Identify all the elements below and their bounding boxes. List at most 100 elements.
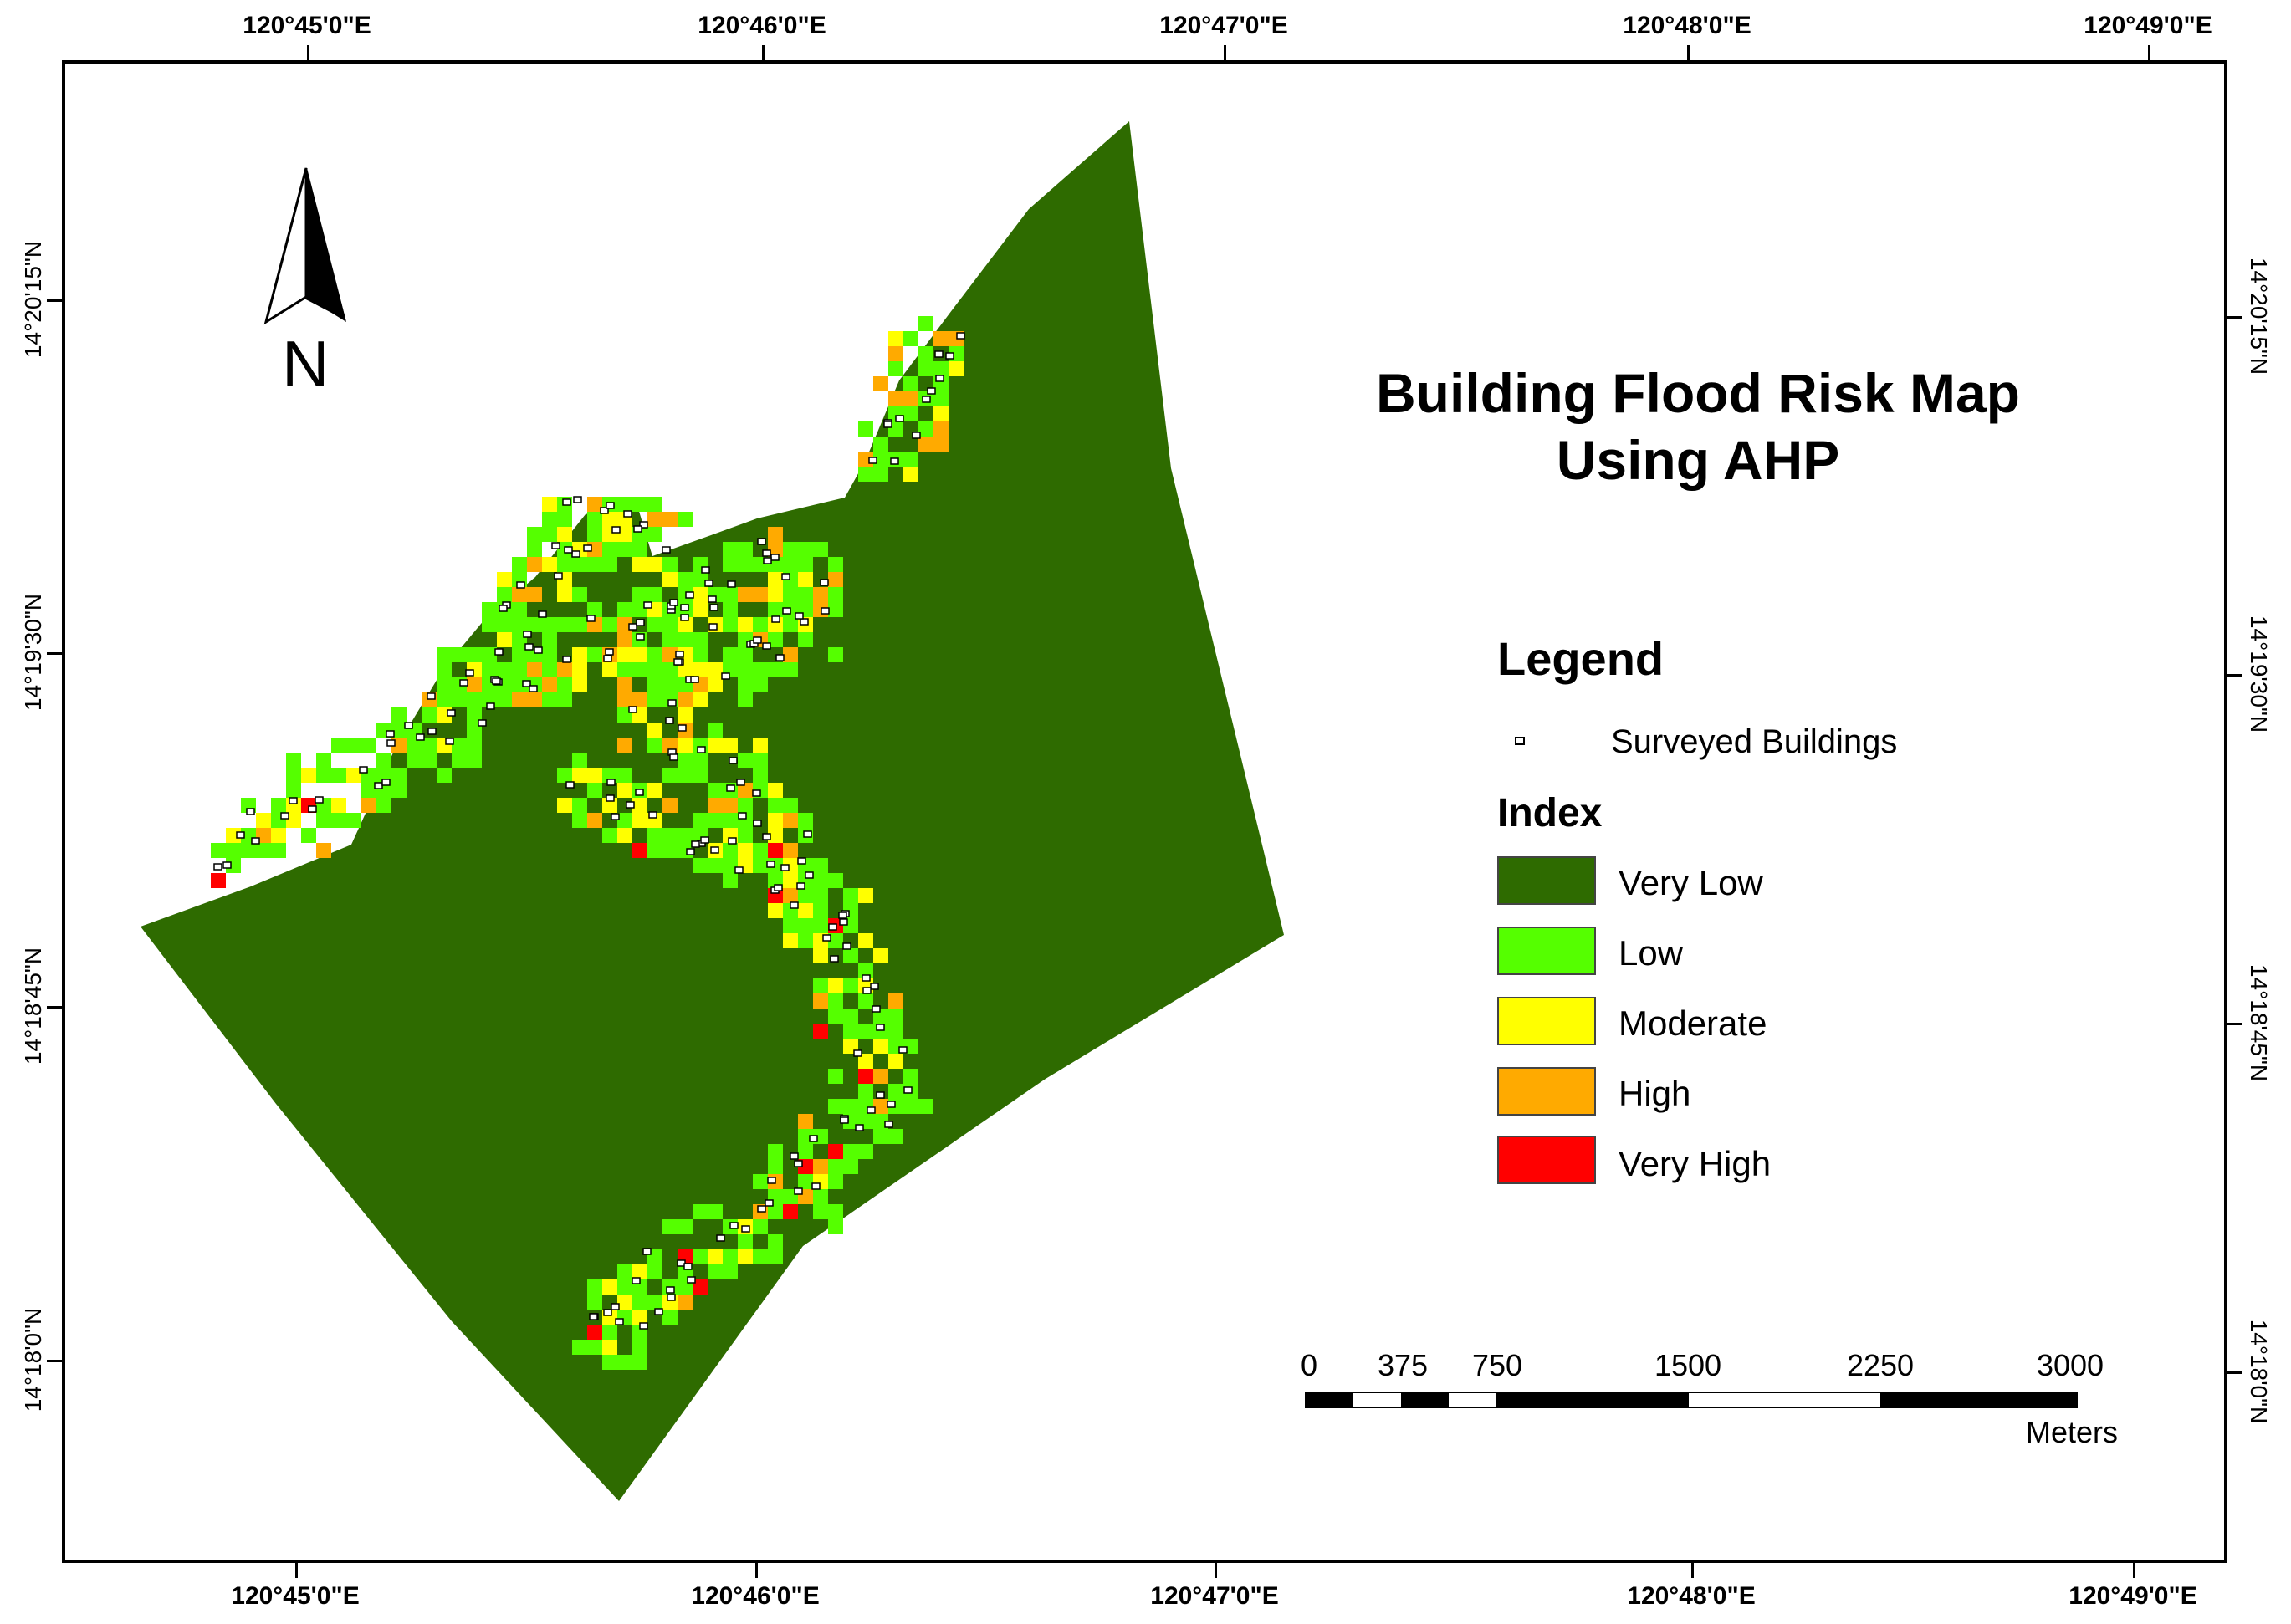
surveyed-building-marker <box>494 648 504 656</box>
risk-cell <box>783 813 798 828</box>
surveyed-building-marker <box>447 709 456 717</box>
risk-cell <box>391 783 407 798</box>
risk-cell <box>602 1325 617 1340</box>
risk-cell <box>828 1009 843 1024</box>
surveyed-building-marker <box>729 757 738 764</box>
risk-cell <box>753 738 768 753</box>
risk-cell <box>557 677 572 692</box>
risk-cell <box>662 557 678 572</box>
risk-cell <box>467 677 482 692</box>
risk-cell <box>632 1310 647 1325</box>
risk-cell <box>542 692 557 707</box>
legend-heading: Legend <box>1497 632 1665 685</box>
risk-cell <box>602 1355 617 1370</box>
risk-cell <box>662 768 678 783</box>
surveyed-building-marker <box>632 1277 641 1284</box>
risk-cell <box>286 768 301 783</box>
surveyed-building-marker <box>554 572 563 580</box>
surveyed-building-marker <box>853 1049 862 1057</box>
risk-cell <box>211 843 226 858</box>
risk-cell <box>617 692 632 707</box>
risk-cell <box>828 587 843 602</box>
risk-cell <box>527 527 542 542</box>
risk-cell <box>647 617 662 632</box>
risk-cell <box>783 873 798 888</box>
legend-buildings-row: Surveyed Buildings <box>1497 723 1897 761</box>
risk-cell <box>587 602 602 617</box>
risk-cell <box>662 512 678 527</box>
risk-cell <box>738 798 753 813</box>
risk-cell <box>693 572 708 587</box>
risk-cell <box>617 828 632 843</box>
longitude-label-bottom: 120°49'0"E <box>2069 1582 2197 1610</box>
risk-cell <box>828 873 843 888</box>
surveyed-building-marker <box>586 615 596 622</box>
risk-cell <box>647 692 662 707</box>
risk-cell <box>813 1189 828 1204</box>
risk-cell <box>768 1249 783 1264</box>
surveyed-building-marker <box>887 1101 896 1108</box>
risk-cell <box>738 692 753 707</box>
risk-cell <box>557 512 572 527</box>
surveyed-building-marker <box>771 615 780 623</box>
risk-cell <box>753 858 768 873</box>
risk-cell <box>753 1174 768 1189</box>
risk-cell <box>226 843 241 858</box>
risk-cell <box>632 692 647 707</box>
risk-cell <box>768 783 783 798</box>
risk-cell <box>482 662 497 677</box>
surveyed-building-marker <box>589 1313 598 1320</box>
risk-cell <box>813 587 828 602</box>
risk-cell <box>693 1249 708 1264</box>
graticule-tick <box>2227 1371 2242 1374</box>
surveyed-building-marker <box>762 642 771 650</box>
risk-cell <box>723 542 738 557</box>
risk-cell <box>437 692 452 707</box>
risk-cell <box>813 873 828 888</box>
risk-cell <box>512 557 527 572</box>
surveyed-building-marker <box>721 672 730 680</box>
risk-cell <box>783 918 798 933</box>
risk-cell <box>632 557 647 572</box>
risk-cell <box>632 1295 647 1310</box>
risk-cell <box>467 753 482 768</box>
surveyed-building-marker <box>710 846 719 854</box>
surveyed-building-marker <box>686 848 695 855</box>
risk-cell <box>617 527 632 542</box>
surveyed-building-marker <box>562 656 571 663</box>
risk-cell <box>858 1069 873 1084</box>
risk-cell <box>723 1249 738 1264</box>
risk-cell <box>678 632 693 647</box>
surveyed-building-marker <box>912 432 921 439</box>
risk-cell <box>873 948 888 963</box>
surveyed-building-marker <box>564 546 573 554</box>
risk-cell <box>693 753 708 768</box>
risk-cell <box>527 557 542 572</box>
risk-cell <box>693 1204 708 1219</box>
risk-cell <box>647 512 662 527</box>
risk-cell <box>557 587 572 602</box>
risk-cell <box>467 692 482 707</box>
surveyed-building-marker <box>752 789 761 797</box>
surveyed-building-marker <box>797 857 806 865</box>
surveyed-building-marker <box>795 612 804 620</box>
surveyed-building-marker <box>642 1248 652 1255</box>
risk-cell <box>903 331 918 346</box>
surveyed-building-marker <box>872 1005 881 1013</box>
risk-cell <box>783 798 798 813</box>
surveyed-building-marker <box>648 811 657 819</box>
risk-cell <box>587 813 602 828</box>
surveyed-building-marker <box>708 623 718 631</box>
risk-cell <box>211 873 226 888</box>
risk-cell <box>723 557 738 572</box>
risk-cell <box>647 843 662 858</box>
risk-cell <box>557 798 572 813</box>
risk-cell <box>617 497 632 512</box>
risk-cell <box>813 918 828 933</box>
risk-cell <box>798 542 813 557</box>
risk-cell <box>768 1144 783 1159</box>
risk-cell <box>617 1355 632 1370</box>
surveyed-building-marker <box>796 882 805 890</box>
surveyed-building-marker <box>499 605 508 612</box>
risk-cell <box>888 1024 903 1039</box>
